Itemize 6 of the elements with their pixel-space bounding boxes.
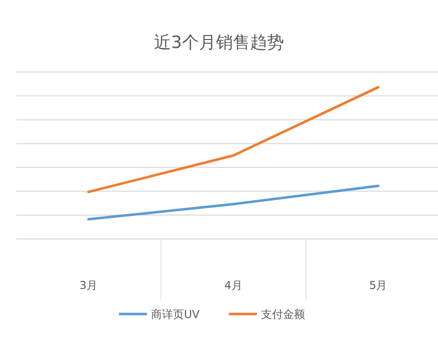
chart-title: 近3个月销售趋势 <box>154 33 284 53</box>
legend-label: 支付金额 <box>261 308 305 321</box>
x-tick-label: 5月 <box>369 279 388 292</box>
x-tick-label: 3月 <box>79 279 98 292</box>
legend-label: 商详页UV <box>151 308 200 321</box>
x-tick-label: 4月 <box>224 279 242 292</box>
